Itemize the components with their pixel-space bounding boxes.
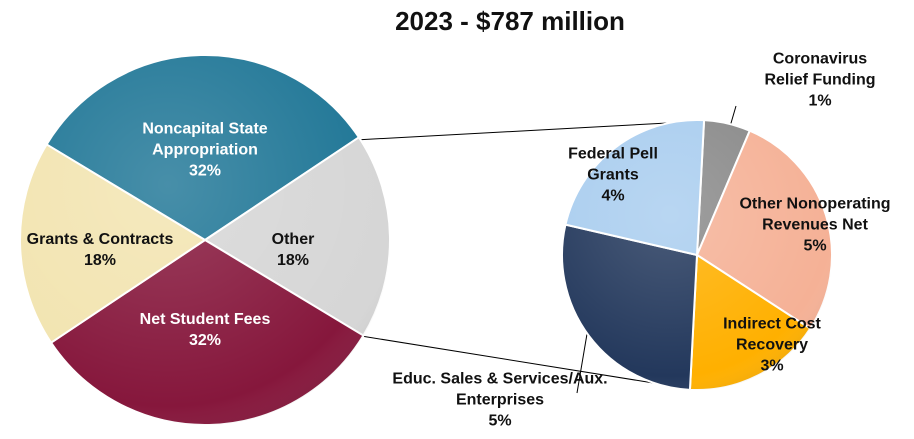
slice-label: Federal Pell Grants 4% [553,144,673,207]
value-label: 18% [83,252,117,269]
value-label: 32% [188,332,222,349]
value-label: 1% [808,92,832,110]
category-label: Grants & Contracts [26,231,174,248]
slice-label: Other Nonoperating Revenues Net 5% [715,194,914,257]
slice-label: Indirect Cost Recovery 3% [707,314,837,377]
value-label: 5% [488,412,512,430]
slice-label: Coronavirus Relief Funding 1% [750,49,890,112]
chart-title: 2023 - $787 million [395,6,625,36]
slice-label: Grants & Contracts 18% [0,229,200,271]
category-label: Net Student Fees [139,311,271,328]
value-label: 5% [803,237,827,255]
slice-label: Net Student Fees 32% [115,309,295,351]
value-label: 18% [276,252,310,269]
category-label: Coronavirus Relief Funding [764,50,876,89]
category-label: Noncapital State Appropriation [142,120,268,159]
category-label: Other Nonoperating Revenues Net [739,195,891,234]
slice-label: Educ. Sales & Services/Aux. Enterprises 5… [370,369,630,432]
value-label: 3% [760,357,784,375]
value-label: 4% [601,187,625,205]
slice-label: Noncapital State Appropriation 32% [115,119,295,182]
category-label: Federal Pell Grants [568,145,658,184]
category-label: Educ. Sales & Services/Aux. Enterprises [392,370,608,409]
slice-label: Other 18% [248,229,338,271]
category-label: Other [271,231,315,248]
value-label: 32% [188,162,222,180]
category-label: Indirect Cost Recovery [723,315,821,354]
